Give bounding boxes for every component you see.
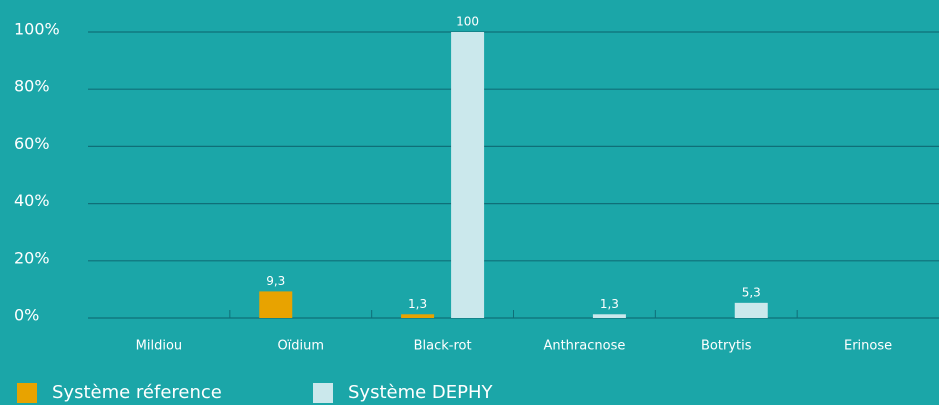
legend-label: Système réference — [52, 382, 222, 403]
y-tick-label: 80% — [14, 77, 50, 96]
legend-swatch — [17, 383, 37, 403]
legend-swatch — [313, 383, 333, 403]
value-label: 5,3 — [742, 285, 761, 299]
y-tick-label: 20% — [14, 248, 50, 267]
value-label: 1,3 — [600, 297, 619, 311]
value-label: 100 — [456, 15, 479, 29]
y-tick-label: 60% — [14, 134, 50, 153]
y-tick-label: 0% — [14, 306, 39, 325]
bar — [401, 314, 435, 318]
bar — [451, 32, 485, 318]
x-tick-label: Black-rot — [414, 339, 472, 354]
y-tick-label: 40% — [14, 191, 50, 210]
x-tick-label: Oïdium — [277, 339, 324, 354]
y-tick-label: 100% — [14, 20, 60, 39]
bar — [259, 291, 293, 318]
value-label: 9,3 — [266, 274, 285, 288]
legend-label: Système DEPHY — [348, 382, 494, 403]
bar — [734, 302, 768, 318]
x-tick-label: Botrytis — [701, 339, 752, 354]
bar — [592, 314, 626, 318]
x-tick-label: Erinose — [844, 339, 892, 354]
x-tick-label: Mildiou — [136, 339, 183, 354]
x-tick-label: Anthracnose — [543, 339, 625, 354]
value-label: 1,3 — [408, 297, 427, 311]
